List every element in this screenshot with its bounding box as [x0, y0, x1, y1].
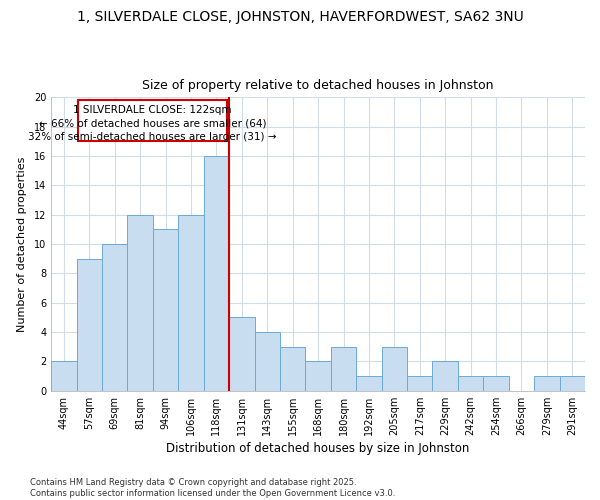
Bar	[305, 362, 331, 391]
Bar	[382, 347, 407, 391]
Bar	[229, 318, 254, 391]
Text: ← 66% of detached houses are smaller (64): ← 66% of detached houses are smaller (64…	[38, 119, 266, 129]
Text: 1 SILVERDALE CLOSE: 122sqm: 1 SILVERDALE CLOSE: 122sqm	[73, 106, 232, 116]
X-axis label: Distribution of detached houses by size in Johnston: Distribution of detached houses by size …	[166, 442, 470, 455]
Bar	[484, 376, 509, 391]
Text: 32% of semi-detached houses are larger (31) →: 32% of semi-detached houses are larger (…	[28, 132, 277, 142]
Bar	[407, 376, 433, 391]
Bar	[153, 230, 178, 391]
Bar	[78, 100, 227, 140]
Text: 1, SILVERDALE CLOSE, JOHNSTON, HAVERFORDWEST, SA62 3NU: 1, SILVERDALE CLOSE, JOHNSTON, HAVERFORD…	[77, 10, 523, 24]
Bar	[77, 259, 102, 391]
Y-axis label: Number of detached properties: Number of detached properties	[17, 156, 27, 332]
Title: Size of property relative to detached houses in Johnston: Size of property relative to detached ho…	[142, 79, 494, 92]
Bar	[280, 347, 305, 391]
Bar	[51, 362, 77, 391]
Bar	[458, 376, 484, 391]
Bar	[178, 214, 204, 391]
Bar	[127, 214, 153, 391]
Bar	[204, 156, 229, 391]
Bar	[254, 332, 280, 391]
Bar	[102, 244, 127, 391]
Bar	[331, 347, 356, 391]
Bar	[356, 376, 382, 391]
Bar	[534, 376, 560, 391]
Bar	[560, 376, 585, 391]
Bar	[433, 362, 458, 391]
Text: Contains HM Land Registry data © Crown copyright and database right 2025.
Contai: Contains HM Land Registry data © Crown c…	[30, 478, 395, 498]
